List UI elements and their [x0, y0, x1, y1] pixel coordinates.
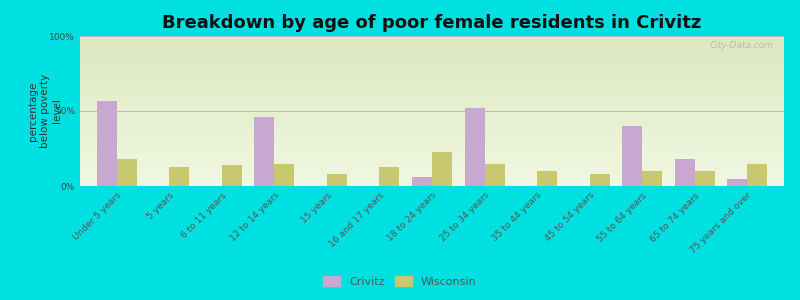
Bar — [727, 178, 747, 186]
Bar — [412, 177, 432, 186]
Bar — [694, 171, 714, 186]
Bar — [537, 171, 557, 186]
Bar — [97, 100, 117, 186]
Title: Breakdown by age of poor female residents in Crivitz: Breakdown by age of poor female resident… — [162, 14, 702, 32]
Bar — [747, 164, 767, 186]
Legend: Crivitz, Wisconsin: Crivitz, Wisconsin — [319, 272, 481, 291]
Bar — [274, 164, 294, 186]
Y-axis label: percentage
below poverty
level: percentage below poverty level — [29, 74, 62, 148]
Bar — [642, 171, 662, 186]
Bar — [622, 126, 642, 186]
Bar — [117, 159, 137, 186]
Bar — [465, 108, 485, 186]
Bar — [327, 174, 347, 186]
Bar — [170, 167, 190, 186]
Bar — [590, 174, 610, 186]
Bar — [432, 152, 452, 186]
Bar — [674, 159, 694, 186]
Bar — [254, 117, 274, 186]
Bar — [379, 167, 399, 186]
Bar — [485, 164, 505, 186]
Bar — [222, 165, 242, 186]
Text: City-Data.com: City-Data.com — [710, 40, 774, 50]
